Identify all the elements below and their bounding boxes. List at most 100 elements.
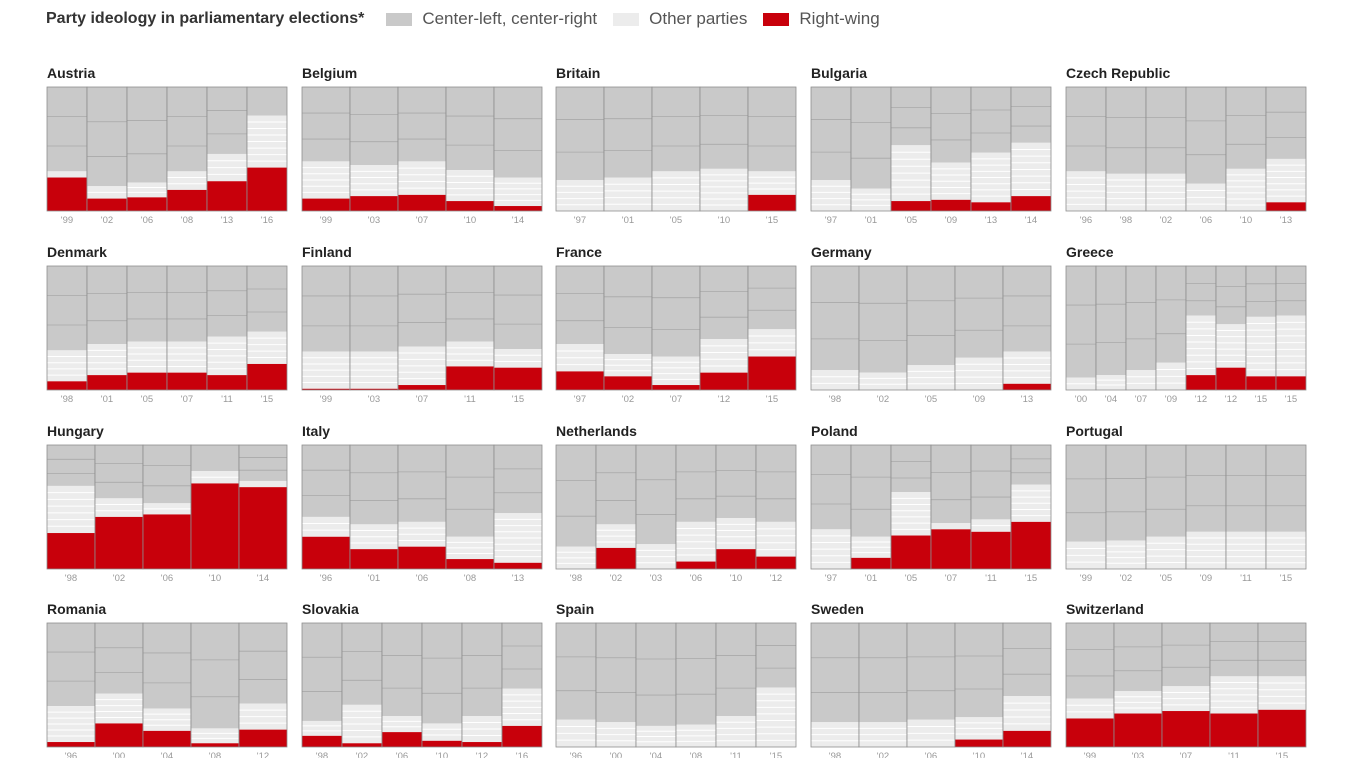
tick-label-hungary-3: '10 (209, 573, 221, 584)
bar-outline (1275, 265, 1307, 391)
bar-outline (493, 265, 543, 391)
bar-center-austria-5 (247, 87, 287, 116)
bar-other-spain-5 (756, 687, 796, 747)
tick-label-portugal-2: '05 (1160, 573, 1172, 584)
bar-other-belgium-2 (398, 161, 446, 195)
bar-center-denmark-4 (207, 266, 247, 337)
bar-center-belgium-3 (446, 87, 494, 171)
bar-center-finland-2 (398, 266, 446, 347)
tick-label-finland-3: '11 (464, 394, 476, 405)
bar-other-hungary-1 (95, 498, 143, 517)
bar-right-sweden-3 (955, 739, 1003, 747)
bar-other-belgium-3 (446, 170, 494, 202)
tick-label-germany-3: '09 (973, 394, 985, 405)
tick-label-hungary-4: '14 (257, 573, 269, 584)
tick-label-finland-0: '99 (320, 394, 332, 405)
panel-germany: Germany '98 '02 '05 '09 '13 (810, 244, 1052, 405)
bar-right-poland-1 (851, 557, 891, 569)
bar-other-netherlands-5 (756, 521, 796, 557)
bar-center-czech-republic-5 (1266, 87, 1306, 159)
tick-label-italy-4: '13 (512, 573, 524, 584)
tick-label-france-4: '15 (766, 394, 778, 405)
bar-outline (1002, 265, 1052, 391)
bar-center-romania-3 (191, 623, 239, 729)
tick-label-greece-0: '00 (1075, 394, 1087, 405)
tick-label-poland-2: '05 (905, 573, 917, 584)
bar-right-finland-4 (494, 367, 542, 390)
tick-label-denmark-4: '11 (221, 394, 233, 405)
legend-label-center: Center-left, center-right (422, 9, 598, 28)
tick-label-slovakia-3: '10 (436, 751, 448, 758)
bar-right-hungary-3 (191, 483, 239, 569)
tick-label-finland-2: '07 (416, 394, 428, 405)
bar-other-italy-0 (302, 516, 350, 537)
panel-italy: Italy '96 '01 '06 '08 '13 (301, 423, 543, 584)
bar-right-poland-3 (931, 529, 971, 569)
bar-other-belgium-1 (350, 165, 398, 197)
bar-center-greece-3 (1156, 266, 1186, 363)
bar-center-sweden-2 (907, 623, 955, 720)
bar-right-romania-3 (191, 743, 239, 747)
bar-center-greece-4 (1186, 266, 1216, 316)
bar-center-poland-4 (971, 445, 1011, 520)
tick-label-sweden-4: '14 (1021, 751, 1033, 758)
panel-title-czech-republic: Czech Republic (1066, 65, 1170, 81)
bar-outline (1265, 86, 1307, 212)
bar-center-finland-1 (350, 266, 398, 352)
bar-center-bulgaria-4 (971, 87, 1011, 153)
bar-center-bulgaria-5 (1011, 87, 1051, 143)
bar-right-finland-2 (398, 385, 446, 390)
bar-center-poland-5 (1011, 445, 1051, 485)
tick-label-slovakia-4: '12 (476, 751, 488, 758)
tick-label-spain-1: '00 (610, 751, 622, 758)
panel-greece: Greece '00 '04 '07 '09 '12 '12 '15 '15 (1065, 244, 1307, 405)
bar-other-denmark-1 (87, 344, 127, 376)
bar-other-slovakia-0 (302, 720, 342, 736)
bar-right-bulgaria-4 (971, 202, 1011, 211)
tick-label-netherlands-4: '10 (730, 573, 742, 584)
bar-center-czech-republic-0 (1066, 87, 1106, 172)
bar-right-denmark-1 (87, 375, 127, 390)
bar-center-switzerland-3 (1210, 623, 1258, 677)
tick-label-france-2: '07 (670, 394, 682, 405)
bar-right-denmark-0 (47, 381, 87, 390)
tick-label-italy-3: '08 (464, 573, 476, 584)
tick-label-denmark-3: '07 (181, 394, 193, 405)
bar-center-netherlands-4 (716, 445, 756, 519)
legend-swatch-center (386, 12, 413, 26)
tick-label-netherlands-0: '98 (570, 573, 582, 584)
bar-right-poland-2 (891, 535, 931, 569)
tick-label-greece-2: '07 (1135, 394, 1147, 405)
tick-label-britain-4: '15 (766, 215, 778, 226)
bar-right-romania-4 (239, 729, 287, 747)
panel-title-switzerland: Switzerland (1066, 601, 1144, 617)
tick-label-austria-2: '06 (141, 215, 153, 226)
bar-center-belgium-0 (302, 87, 350, 162)
bar-outline (238, 622, 288, 748)
panel-sweden: Sweden '98 '02 '06 '10 '14 (810, 601, 1052, 758)
bar-right-slovakia-5 (502, 725, 542, 747)
bar-right-bulgaria-5 (1011, 196, 1051, 211)
legend-item-right: Right-wing (763, 9, 880, 29)
panel-title-sweden: Sweden (811, 601, 864, 617)
bar-outline (493, 444, 543, 570)
bar-center-greece-6 (1246, 266, 1276, 317)
tick-label-slovakia-1: '02 (356, 751, 368, 758)
tick-label-romania-1: '00 (113, 751, 125, 758)
bar-other-sweden-4 (1003, 696, 1051, 731)
tick-label-denmark-2: '05 (141, 394, 153, 405)
tick-label-sweden-2: '06 (925, 751, 937, 758)
tick-label-hungary-1: '02 (113, 573, 125, 584)
tick-label-germany-0: '98 (829, 394, 841, 405)
panel-title-germany: Germany (811, 244, 872, 260)
panel-britain: Britain '97 '01 '05 '10 '15 (555, 65, 797, 226)
panel-title-poland: Poland (811, 423, 858, 439)
bar-other-greece-6 (1246, 316, 1276, 377)
bar-center-czech-republic-3 (1186, 87, 1226, 184)
tick-label-slovakia-2: '06 (396, 751, 408, 758)
tick-label-belgium-2: '07 (416, 215, 428, 226)
bar-center-spain-1 (596, 623, 636, 723)
bar-right-poland-4 (971, 531, 1011, 569)
bar-center-spain-3 (676, 623, 716, 725)
bar-right-hungary-0 (47, 533, 95, 569)
